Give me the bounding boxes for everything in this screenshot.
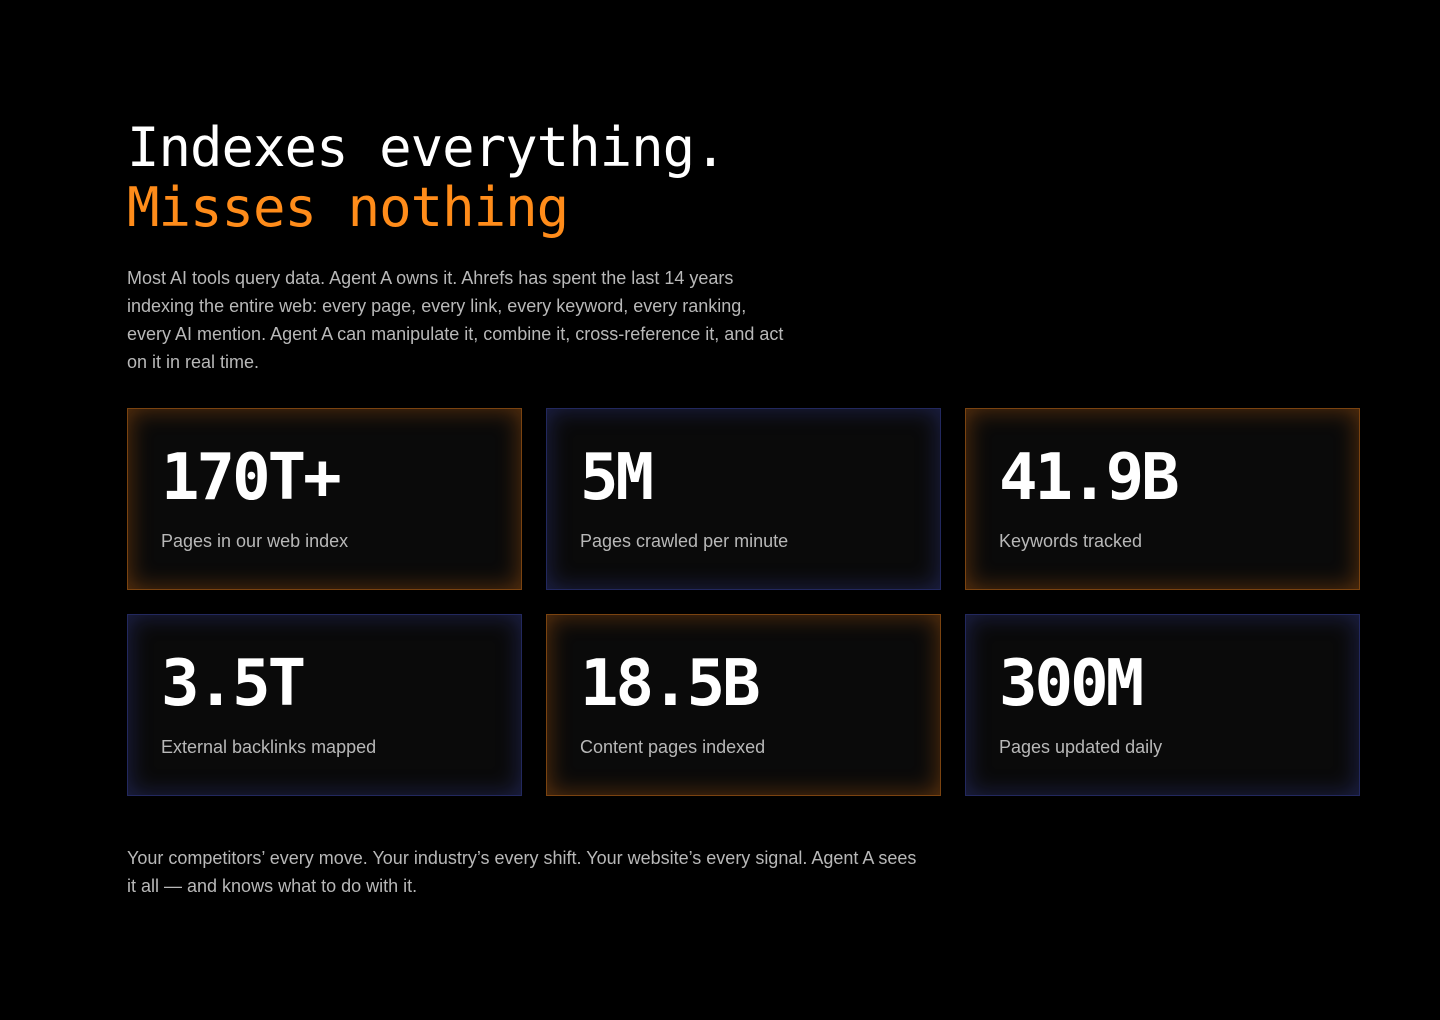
stat-value: 170T+ [161, 441, 342, 515]
stat-value: 5M [580, 441, 654, 515]
stat-label: Pages updated daily [999, 737, 1163, 757]
stat-label: Pages crawled per minute [580, 531, 789, 551]
heading-accent: Misses nothing [127, 176, 569, 239]
stat-card: 300M Pages updated daily [965, 614, 1360, 796]
stat-value: 300M [999, 647, 1144, 721]
stat-card: 18.5B Content pages indexed [546, 614, 941, 796]
stat-card: 41.9B Keywords tracked [965, 408, 1360, 590]
stat-card: 170T+ Pages in our web index [127, 408, 522, 590]
stat-value: 3.5T [161, 647, 306, 721]
stat-card: 5M Pages crawled per minute [546, 408, 941, 590]
stat-label: External backlinks mapped [161, 737, 377, 757]
intro: Most AI tools query data. Agent A owns i… [127, 268, 784, 372]
stat-value: 18.5B [580, 647, 761, 721]
stat-value: 41.9B [999, 441, 1180, 515]
heading-line: Indexes everything. [127, 116, 727, 179]
outro: Your competitors’ every move. Your indus… [127, 848, 917, 896]
stat-card: 3.5T External backlinks mapped [127, 614, 522, 796]
stat-label: Pages in our web index [161, 531, 349, 551]
stat-label: Content pages indexed [580, 737, 766, 757]
stats-grid: 170T+ Pages in our web index 5M Pages crawl… [127, 408, 1360, 796]
stat-label: Keywords tracked [999, 531, 1143, 551]
heading: Indexes everything. Misses nothing [127, 116, 727, 239]
